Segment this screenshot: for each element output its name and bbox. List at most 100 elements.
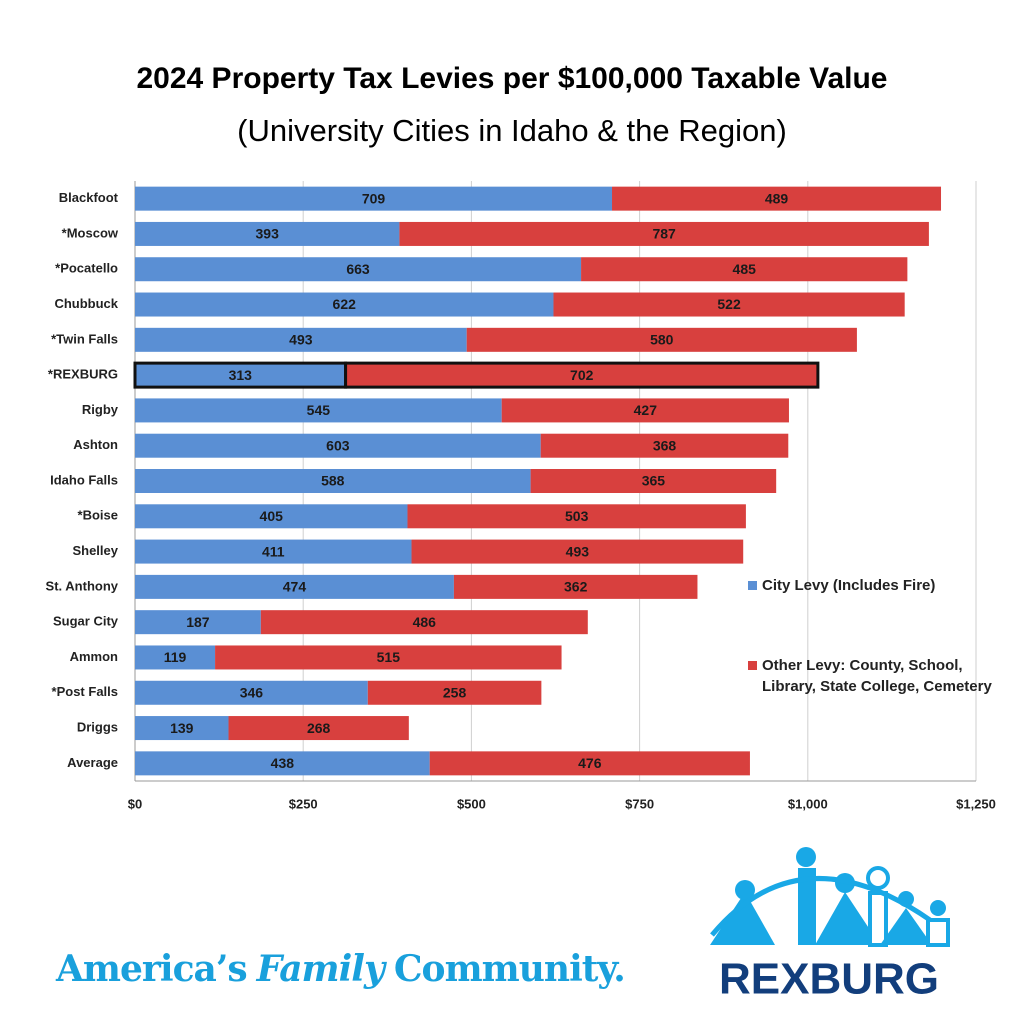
legend-label: City Levy (Includes Fire) <box>762 577 936 594</box>
bar <box>411 539 744 564</box>
y-tick-label: Chubbuck <box>54 296 118 311</box>
value-label: 522 <box>717 296 741 312</box>
bar <box>344 361 820 389</box>
value-label: 362 <box>564 579 588 595</box>
value-label: 119 <box>164 649 187 665</box>
value-label: 493 <box>289 332 313 348</box>
value-label: 603 <box>326 437 350 453</box>
chart-subtitle: (University Cities in Idaho & the Region… <box>237 113 787 148</box>
value-label: 474 <box>283 579 307 595</box>
bar <box>135 257 582 282</box>
bar <box>501 398 789 423</box>
value-label: 139 <box>170 720 194 736</box>
bar <box>215 645 562 670</box>
value-label: 486 <box>413 614 437 630</box>
value-label: 313 <box>229 367 253 383</box>
value-label: 268 <box>307 720 331 736</box>
y-tick-label: Shelley <box>72 543 118 558</box>
value-label: 427 <box>634 402 658 418</box>
x-tick-label: $750 <box>625 796 654 811</box>
value-label: 503 <box>565 508 589 524</box>
y-tick-label: Sugar City <box>53 614 119 629</box>
bar <box>135 716 229 741</box>
y-tick-label: *Twin Falls <box>51 331 118 346</box>
value-label: 485 <box>733 261 757 277</box>
bar <box>429 751 750 776</box>
value-label: 702 <box>570 367 594 383</box>
bar <box>135 398 502 423</box>
y-tick-label: St. Anthony <box>46 578 119 593</box>
bar <box>407 504 746 529</box>
y-tick-label: *Boise <box>78 508 118 523</box>
value-label: 365 <box>642 473 666 489</box>
bar <box>135 680 368 705</box>
value-label: 476 <box>578 755 602 771</box>
y-tick-label: *Post Falls <box>52 684 118 699</box>
slogan: America’s Family Community. <box>56 948 626 990</box>
x-tick-label: $500 <box>457 796 486 811</box>
value-label: 368 <box>653 437 677 453</box>
bar <box>135 574 454 599</box>
legend-item: City Levy (Includes Fire) <box>748 575 998 596</box>
y-tick-label: *Moscow <box>62 225 119 240</box>
value-label: 438 <box>271 755 295 771</box>
bar <box>228 716 409 741</box>
x-tick-label: $250 <box>289 796 318 811</box>
bar <box>135 610 261 635</box>
bar <box>135 433 541 458</box>
bar <box>453 574 698 599</box>
value-label: 580 <box>650 332 674 348</box>
bar <box>581 257 908 282</box>
y-tick-label: *Pocatello <box>55 261 118 276</box>
value-label: 493 <box>566 543 590 559</box>
slogan-part: Family <box>256 948 385 990</box>
y-tick-label: Ashton <box>73 437 118 452</box>
x-tick-label: $1,000 <box>788 796 828 811</box>
y-tick-label: Ammon <box>70 649 118 664</box>
value-label: 709 <box>362 190 386 206</box>
value-label: 588 <box>321 473 345 489</box>
value-label: 393 <box>256 226 280 242</box>
bar <box>135 186 613 211</box>
bar <box>135 645 216 670</box>
value-label: 346 <box>240 684 264 700</box>
value-label: 515 <box>377 649 401 665</box>
x-tick-label: $0 <box>128 796 142 811</box>
bar <box>135 751 430 776</box>
y-tick-label: Rigby <box>82 402 119 417</box>
y-tick-label: Idaho Falls <box>50 472 118 487</box>
logo-icon <box>710 847 950 947</box>
value-label: 787 <box>652 226 676 242</box>
bar <box>135 221 400 246</box>
value-label: 622 <box>333 296 357 312</box>
x-tick-label: $1,250 <box>956 796 996 811</box>
bar <box>260 610 588 635</box>
slogan-part: Community. <box>393 948 626 990</box>
bar <box>399 221 929 246</box>
y-tick-label: Blackfoot <box>59 190 119 205</box>
legend-label: Other Levy: County, School, Library, Sta… <box>762 657 992 695</box>
legend-item: Other Levy: County, School, Library, Sta… <box>748 655 998 697</box>
legend-swatch <box>748 661 757 670</box>
y-tick-label: Driggs <box>77 719 118 734</box>
bar <box>367 680 542 705</box>
bar <box>135 504 408 529</box>
value-label: 258 <box>443 684 467 700</box>
bar <box>612 186 942 211</box>
value-label: 489 <box>765 190 789 206</box>
bar <box>135 539 412 564</box>
bar <box>530 469 777 493</box>
bar <box>466 327 857 352</box>
chart-title: 2024 Property Tax Levies per $100,000 Ta… <box>136 62 887 95</box>
bar <box>135 292 554 317</box>
legend-swatch <box>748 581 757 590</box>
y-tick-label: *REXBURG <box>48 367 118 382</box>
bar <box>553 292 905 317</box>
bar <box>135 469 531 493</box>
value-label: 663 <box>346 261 370 277</box>
value-label: 187 <box>186 614 210 630</box>
value-label: 545 <box>307 402 331 418</box>
value-label: 405 <box>260 508 284 524</box>
